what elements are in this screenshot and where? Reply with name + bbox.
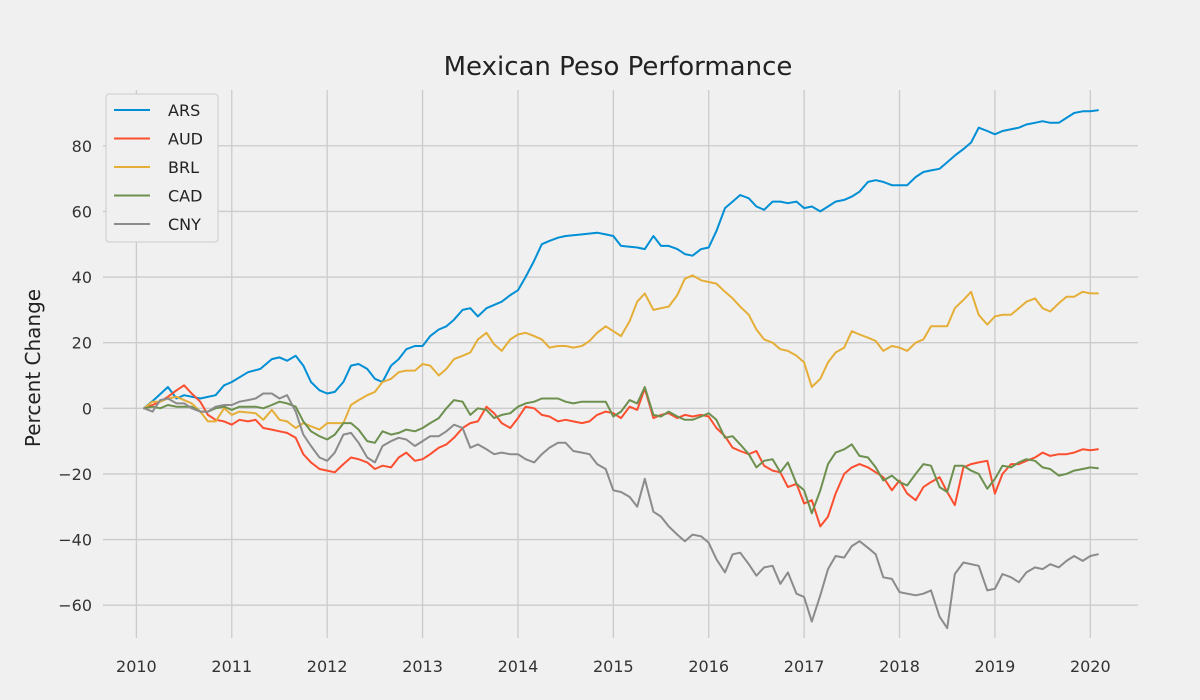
x-tick-label: 2015 [593, 657, 634, 676]
x-tick-label: 2019 [975, 657, 1016, 676]
series-line-cad [143, 386, 1099, 515]
series-line-aud [143, 384, 1099, 528]
x-tick-label: 2013 [402, 657, 443, 676]
series-line-brl [143, 274, 1099, 431]
x-tick-label: 2020 [1070, 657, 1111, 676]
y-axis-ticks: −60 −40 −20 0 20 40 60 80 [58, 137, 92, 615]
legend-label-brl: BRL [168, 158, 199, 177]
y-axis-label: Percent Change [21, 289, 45, 447]
y-tick-label: 60 [72, 202, 92, 221]
x-tick-label: 2018 [879, 657, 920, 676]
legend-label-aud: AUD [168, 130, 203, 149]
legend-label-cad: CAD [168, 187, 202, 206]
y-tick-label: 40 [72, 268, 92, 287]
x-tick-label: 2010 [116, 657, 157, 676]
x-tick-label: 2012 [307, 657, 348, 676]
y-tick-label: 80 [72, 137, 92, 156]
series-lines [143, 109, 1099, 630]
y-tick-label: −40 [58, 531, 92, 550]
legend-box [105, 93, 219, 243]
legend-label-cny: CNY [168, 215, 201, 234]
x-axis-ticks: 2010 2011 2012 2013 2014 2015 2016 2017 2018 2019… [116, 657, 1111, 676]
y-tick-label: 20 [72, 334, 92, 353]
chart-title: Mexican Peso Performance [444, 52, 793, 82]
series-line-cny [143, 392, 1099, 630]
legend-label-ars: ARS [168, 101, 200, 120]
x-tick-label: 2011 [211, 657, 252, 676]
y-tick-label: 0 [82, 399, 92, 418]
legend: ARS AUD BRL CAD CNY [105, 93, 219, 243]
y-tick-label: −60 [58, 596, 92, 615]
gridlines [103, 90, 1138, 638]
x-tick-label: 2016 [688, 657, 729, 676]
series-line-ars [143, 109, 1099, 410]
y-tick-label: −20 [58, 465, 92, 484]
x-tick-label: 2014 [498, 657, 539, 676]
x-tick-label: 2017 [784, 657, 825, 676]
